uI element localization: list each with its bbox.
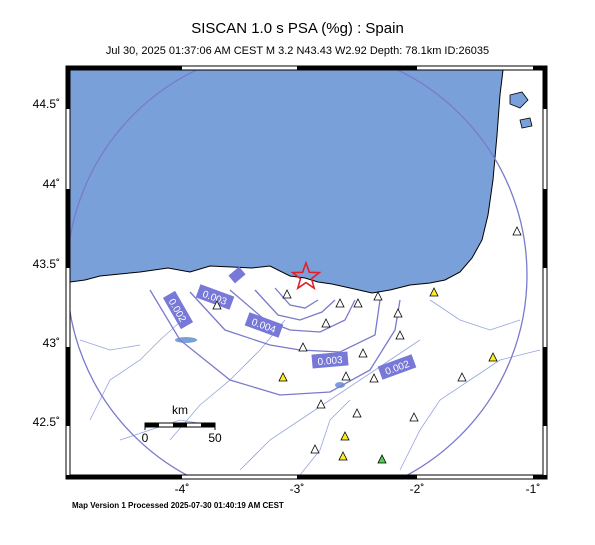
reservoir [175, 337, 197, 343]
coastal-lagoon [509, 91, 529, 109]
lon-labels: -4˚ -3˚ -2˚ -1˚ [175, 482, 541, 496]
lat-label: 43˚ [43, 336, 60, 350]
scale-end: 50 [208, 431, 222, 445]
station-triangle [409, 412, 419, 422]
station-triangle [338, 451, 348, 461]
lon-label: -4˚ [175, 482, 190, 496]
processing-note: Map Version 1 Processed 2025-07-30 01:40… [72, 501, 284, 510]
contours [70, 70, 528, 475]
station-triangle [429, 287, 439, 297]
station-triangle [352, 408, 362, 418]
rivers [79, 299, 541, 475]
station-triangle [377, 454, 387, 464]
contour-outer [70, 70, 528, 475]
lat-label: 42.5˚ [33, 415, 60, 429]
scale-start: 0 [142, 431, 149, 445]
station-triangle [395, 330, 405, 340]
lat-labels: 44.5˚ 44˚ 43.5˚ 43˚ 42.5˚ [33, 97, 60, 429]
reservoir [335, 382, 345, 388]
lon-label: -3˚ [290, 482, 305, 496]
stations [212, 226, 522, 464]
station-triangle [316, 399, 326, 409]
scale-bar: km 0 50 [142, 403, 222, 445]
station-triangle [353, 298, 363, 308]
station-triangle [298, 342, 308, 352]
station-triangle [373, 291, 383, 301]
station-triangle [393, 308, 403, 318]
epicenter-star [290, 260, 322, 291]
station-triangle [512, 226, 522, 236]
station-triangle [212, 300, 222, 310]
station-triangle [310, 444, 320, 454]
station-triangle [321, 318, 331, 328]
station-triangle [457, 372, 467, 382]
lat-label: 44˚ [43, 177, 60, 191]
station-triangle [335, 298, 345, 308]
lat-label: 44.5˚ [33, 97, 60, 111]
lon-label: -2˚ [410, 482, 425, 496]
event-info: Jul 30, 2025 01:37:06 AM CEST M 3.2 N43.… [105, 45, 490, 57]
scale-unit: km [172, 403, 188, 417]
lat-label: 43.5˚ [33, 257, 60, 271]
station-triangle [340, 431, 350, 441]
station-triangle [278, 372, 288, 382]
station-triangle [358, 348, 368, 358]
map-area [70, 70, 543, 475]
lon-label: -1˚ [526, 482, 541, 496]
station-triangle [488, 352, 498, 362]
bay-of-biscay [70, 70, 504, 294]
station-triangle [282, 289, 292, 299]
map-title: SISCAN 1.0 s PSA (%g) : Spain [191, 20, 404, 37]
contour-label: 0.003 [317, 355, 343, 368]
station-triangle [369, 373, 379, 383]
map-frame [65, 65, 548, 480]
station-triangle [341, 371, 351, 381]
coastal-lagoon [519, 117, 533, 129]
